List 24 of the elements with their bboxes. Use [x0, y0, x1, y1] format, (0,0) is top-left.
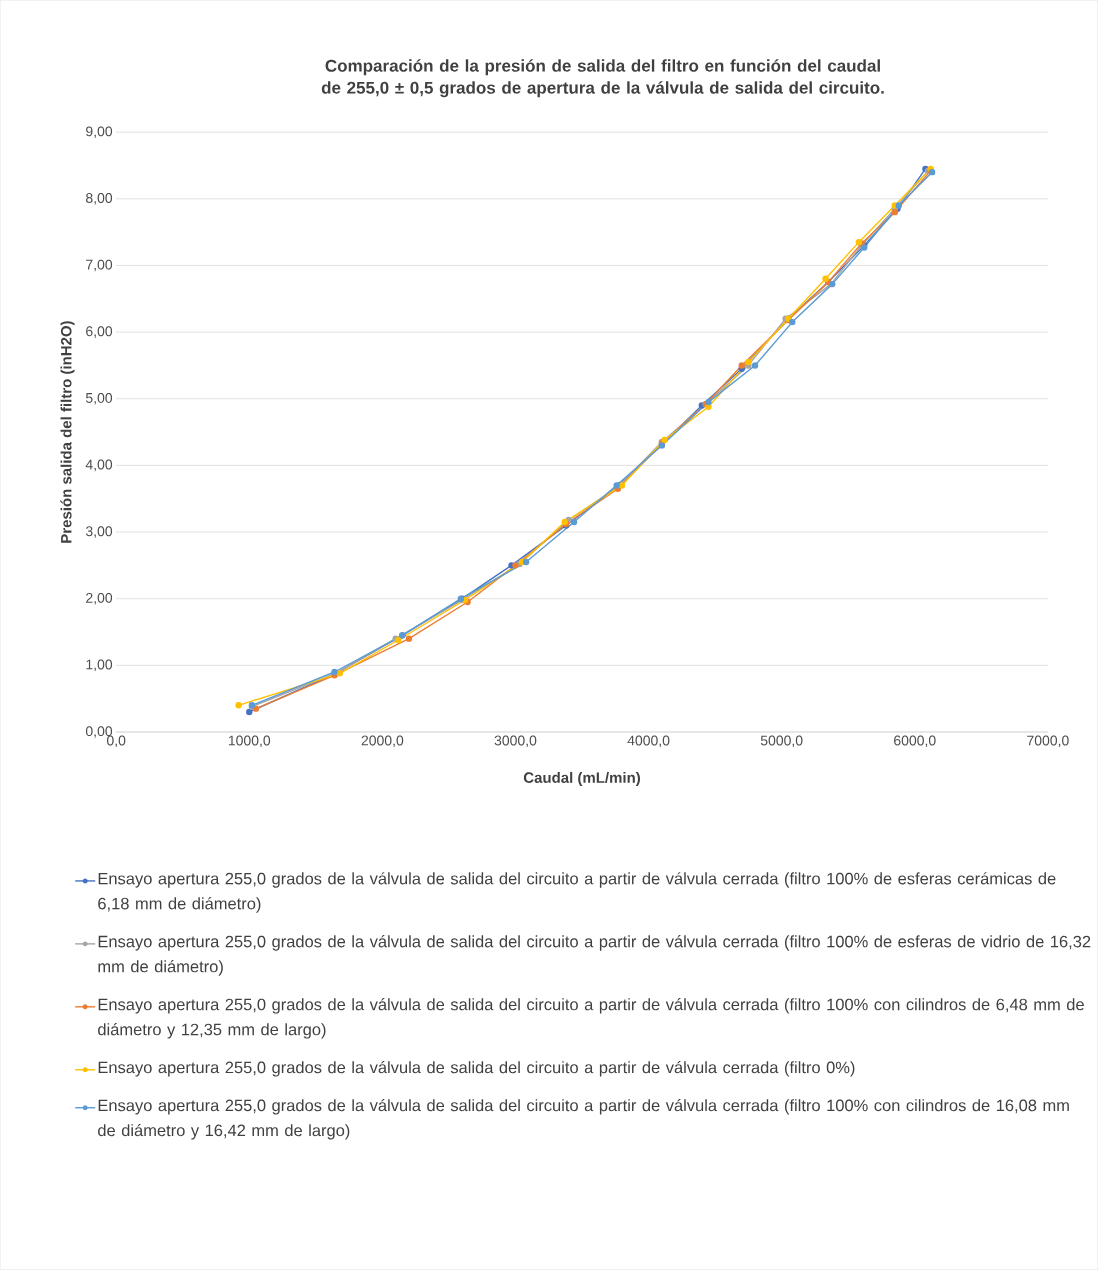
- legend-label: Ensayo apertura 255,0 grados de la válvula de salida del circuito a partir de válvula cerrada (filtro 0%): [98, 1060, 855, 1077]
- legend-label: Ensayo apertura 255,0 grados de la válvula de salida del circuito a partir de válvula cerrada (filtro 100% de esferas de vidrio de 16,32 mm de diámetro): [98, 935, 1091, 976]
- y-tick-label: 7,00: [86, 259, 113, 272]
- y-tick-label: 6,00: [86, 326, 113, 338]
- x-tick-label: 7000,0: [1027, 735, 1069, 748]
- y-tick-label: 8,00: [85, 193, 113, 205]
- y-tick-label: 1,00: [86, 659, 113, 672]
- chart-title: Comparación de la presión de salida del filtro en función del caudal de 255,0 ± 0,5 grados de apertura de la válvula de salida del circuito.: [321, 59, 884, 98]
- legend-label: Ensayo apertura 255,0 grados de la válvula de salida del circuito a partir de válvula cerrada (filtro 100% con cilindros de 16,08 mm de diámetro y 16,42 mm de largo): [98, 1098, 1069, 1140]
- x-axis-title: Caudal (mL/min): [523, 771, 640, 786]
- x-tick-label: 5000,0: [760, 735, 803, 748]
- x-tick-label: 6000,0: [894, 735, 936, 748]
- legend-label: Ensayo apertura 255,0 grados de la válvula de salida del circuito a partir de válvula cerrada (filtro 100% con cilindros de 6,48 mm de diámetro y 12,35 mm de largo): [98, 998, 1084, 1039]
- y-tick-label: 4,00: [85, 459, 113, 472]
- x-tick-label: 1000,0: [228, 735, 271, 748]
- legend-label: Ensayo apertura 255,0 grados de la válvula de salida del circuito a partir de válvula cerrada (filtro 100% de esferas cerámicas de 6,18 mm de diámetro): [98, 872, 1056, 913]
- x-tick-label: 4000,0: [627, 735, 670, 748]
- x-tick-label: 3000,0: [494, 735, 537, 748]
- y-axis-title: Presión salida del filtro (inH2O): [60, 321, 75, 543]
- y-tick-label: 2,00: [86, 592, 113, 605]
- x-tick-label: 2000,0: [361, 735, 404, 748]
- y-tick-label: 9,00: [86, 126, 113, 138]
- y-tick-label: 5,00: [85, 392, 113, 405]
- y-tick-label: 3,00: [85, 526, 113, 538]
